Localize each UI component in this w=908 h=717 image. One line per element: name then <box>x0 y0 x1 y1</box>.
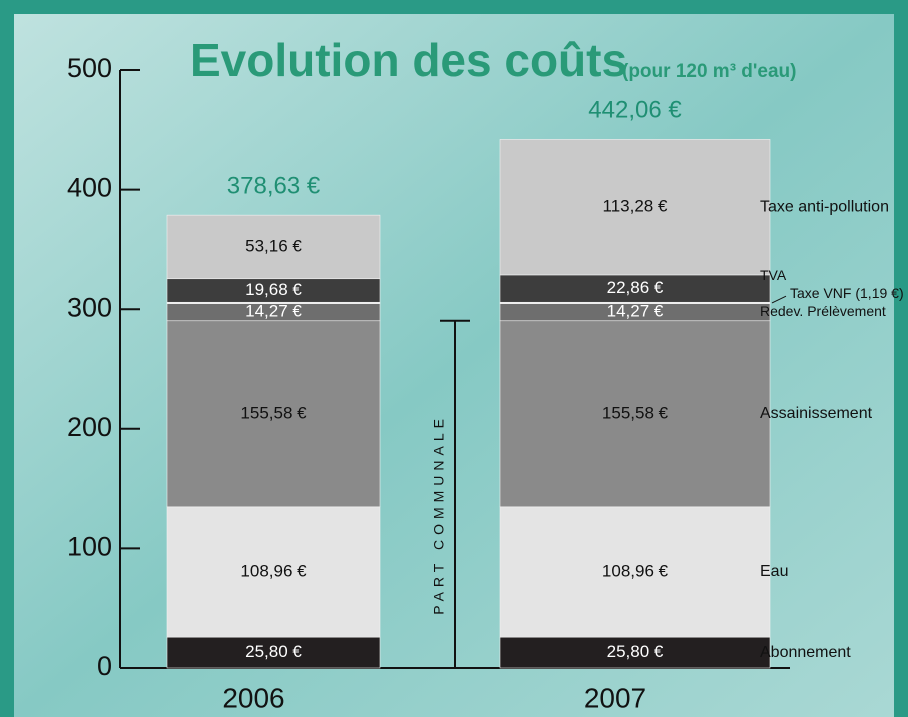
x-tick-label: 2007 <box>584 682 646 713</box>
value-label: 25,80 € <box>245 642 302 661</box>
y-tick-label: 100 <box>67 532 112 562</box>
value-label: 53,16 € <box>245 236 302 255</box>
value-label: 22,86 € <box>607 278 664 297</box>
legend-label: Redev. Prélèvement <box>760 303 886 319</box>
chart-title: Evolution des coûts <box>190 34 627 86</box>
annotation: PART COMMUNALE <box>431 414 447 615</box>
total-label: 442,06 € <box>588 97 682 124</box>
legend-label: Abonnement <box>760 644 851 661</box>
y-tick-label: 500 <box>67 53 112 83</box>
x-tick-label: 2006 <box>222 682 284 713</box>
legend-label: Taxe anti-pollution <box>760 198 889 215</box>
legend-label: TVA <box>760 267 787 283</box>
value-label: 25,80 € <box>607 642 664 661</box>
value-label: 155,58 € <box>240 403 307 422</box>
value-label: 14,27 € <box>607 302 664 321</box>
value-label: 14,27 € <box>245 302 302 321</box>
value-label: 108,96 € <box>602 561 669 580</box>
value-label: 155,58 € <box>602 403 669 422</box>
y-tick-label: 0 <box>97 651 112 681</box>
legend-label: Assainissement <box>760 405 873 422</box>
page: Evolution des coûts (pour 120 m³ d'eau) … <box>0 0 908 717</box>
chart-subtitle: (pour 120 m³ d'eau) <box>622 61 797 82</box>
value-label: 113,28 € <box>603 197 668 216</box>
value-label: 108,96 € <box>240 561 307 580</box>
y-tick-label: 200 <box>67 412 112 442</box>
chart: Evolution des coûts (pour 120 m³ d'eau) … <box>0 0 908 717</box>
legend-label: Eau <box>760 563 788 580</box>
legend-label: Taxe VNF (1,19 €) <box>790 285 904 301</box>
total-label: 378,63 € <box>227 173 321 200</box>
value-label: 19,68 € <box>245 280 302 299</box>
y-tick-label: 400 <box>67 173 112 203</box>
y-tick-label: 300 <box>67 292 112 322</box>
